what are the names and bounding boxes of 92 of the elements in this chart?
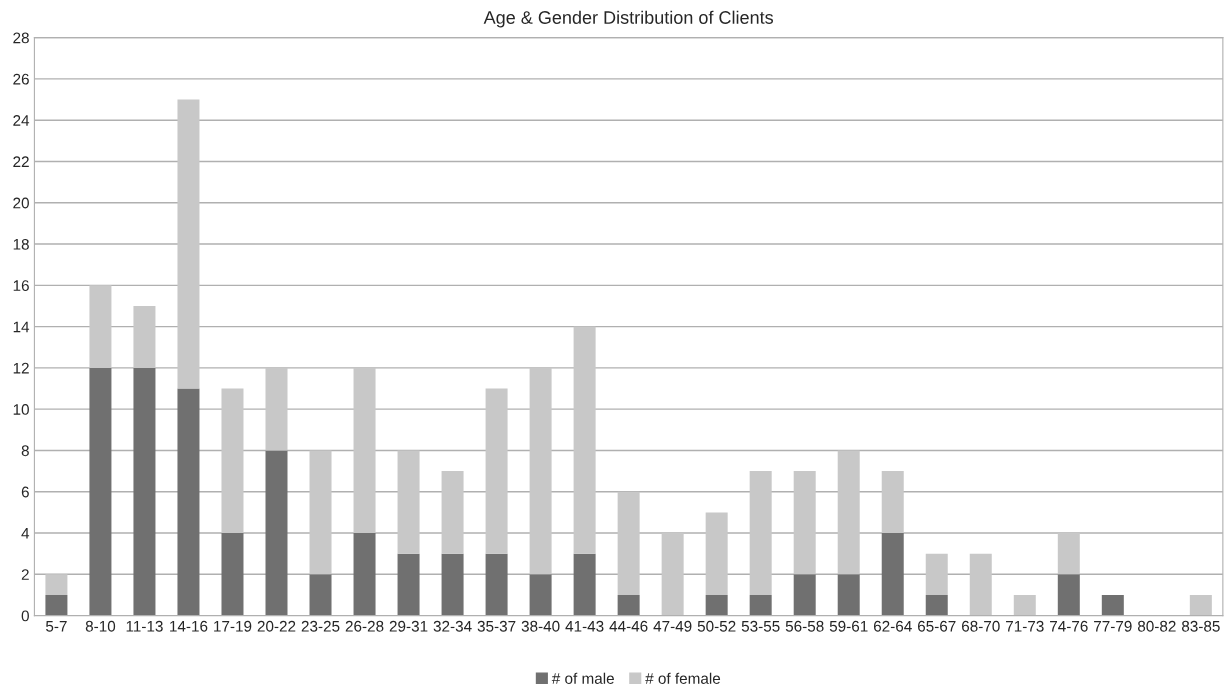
x-tick-label: 29-31 [389, 620, 428, 632]
bar [705, 594, 728, 616]
bar [89, 285, 112, 368]
bar [969, 553, 992, 616]
bar [265, 450, 288, 616]
bar [441, 553, 464, 616]
bar [573, 326, 596, 554]
y-tick-label: 26 [13, 73, 29, 85]
y-tick-label: 14 [13, 321, 30, 333]
bar [881, 471, 904, 534]
bar [45, 594, 68, 616]
bar [617, 594, 640, 616]
x-tick-label: 50-52 [697, 620, 736, 632]
x-tick-label: 74-76 [1050, 620, 1088, 632]
bar [485, 388, 508, 554]
bar [749, 594, 772, 616]
x-tick-label: 17-19 [214, 620, 252, 632]
bar [441, 471, 464, 554]
x-tick-label: 83-85 [1181, 620, 1220, 632]
x-tick-label: 8-10 [85, 620, 116, 632]
bar [265, 367, 288, 451]
bar [793, 471, 816, 575]
bar [793, 574, 816, 616]
bar [661, 533, 684, 616]
bar [177, 388, 200, 616]
bar [309, 574, 332, 616]
x-tick-label: 77-79 [1094, 620, 1132, 632]
bar [221, 388, 244, 534]
x-tick-label: 71-73 [1006, 620, 1044, 632]
x-tick-label: 53-55 [741, 620, 780, 632]
bar [133, 367, 156, 616]
y-tick-label: 8 [21, 445, 29, 457]
legend-label: # of male [551, 672, 614, 684]
y-tick-label: 4 [21, 528, 30, 539]
bar [749, 471, 772, 595]
bar [573, 553, 596, 616]
x-tick-label: 68-70 [962, 620, 1000, 632]
bar [1013, 594, 1036, 616]
x-tick-label: 38-40 [521, 620, 560, 632]
bar [925, 594, 948, 616]
bar [1189, 594, 1212, 616]
bar [881, 533, 904, 616]
bar [353, 533, 376, 616]
y-tick-label: 16 [13, 280, 29, 292]
x-tick-label: 47-49 [653, 620, 692, 632]
y-tick-label: 22 [13, 156, 29, 168]
x-tick-label: 41-43 [565, 620, 604, 632]
x-tick-label: 59-61 [829, 620, 868, 632]
legend-label: # of female [645, 672, 721, 684]
y-tick-label: 28 [13, 32, 29, 44]
bar [1057, 533, 1080, 575]
bar [529, 574, 552, 616]
x-tick-label: 62-64 [873, 620, 912, 632]
bar [1101, 594, 1124, 616]
x-tick-label: 23-25 [301, 620, 340, 632]
bar [617, 491, 640, 595]
bar [89, 367, 112, 616]
bar [309, 450, 332, 575]
y-tick-label: 20 [13, 197, 29, 209]
bar [353, 367, 376, 534]
bar [397, 450, 420, 554]
x-tick-label: 11-13 [126, 620, 163, 632]
x-tick-label: 80-82 [1137, 620, 1176, 632]
x-tick-label: 56-58 [785, 620, 824, 632]
bar [1057, 574, 1080, 616]
bar [705, 512, 728, 595]
bar [45, 574, 68, 595]
x-tick-label: 32-34 [433, 620, 472, 632]
x-tick-label: 20-22 [257, 620, 296, 632]
bar [529, 367, 552, 575]
bar [837, 450, 860, 575]
bar [133, 305, 156, 368]
chart-title: Age & Gender Distribution of Clients [483, 10, 774, 28]
x-tick-label: 65-67 [917, 620, 956, 632]
bar [177, 99, 200, 389]
y-tick-label: 10 [13, 404, 29, 415]
y-tick-label: 6 [21, 486, 29, 498]
y-tick-label: 24 [13, 115, 30, 126]
y-tick-label: 12 [13, 362, 29, 374]
bar [837, 574, 860, 616]
y-tick-label: 0 [21, 610, 29, 622]
x-tick-label: 14-16 [170, 620, 208, 632]
x-tick-label: 26-28 [345, 620, 384, 632]
bar [397, 553, 420, 616]
bar [485, 553, 508, 616]
x-tick-label: 44-46 [609, 620, 648, 632]
y-tick-label: 18 [13, 238, 29, 250]
x-tick-label: 5-7 [45, 621, 67, 632]
bar [221, 533, 244, 616]
x-tick-label: 35-37 [477, 620, 516, 632]
bar [925, 553, 948, 595]
y-tick-label: 2 [21, 569, 29, 580]
